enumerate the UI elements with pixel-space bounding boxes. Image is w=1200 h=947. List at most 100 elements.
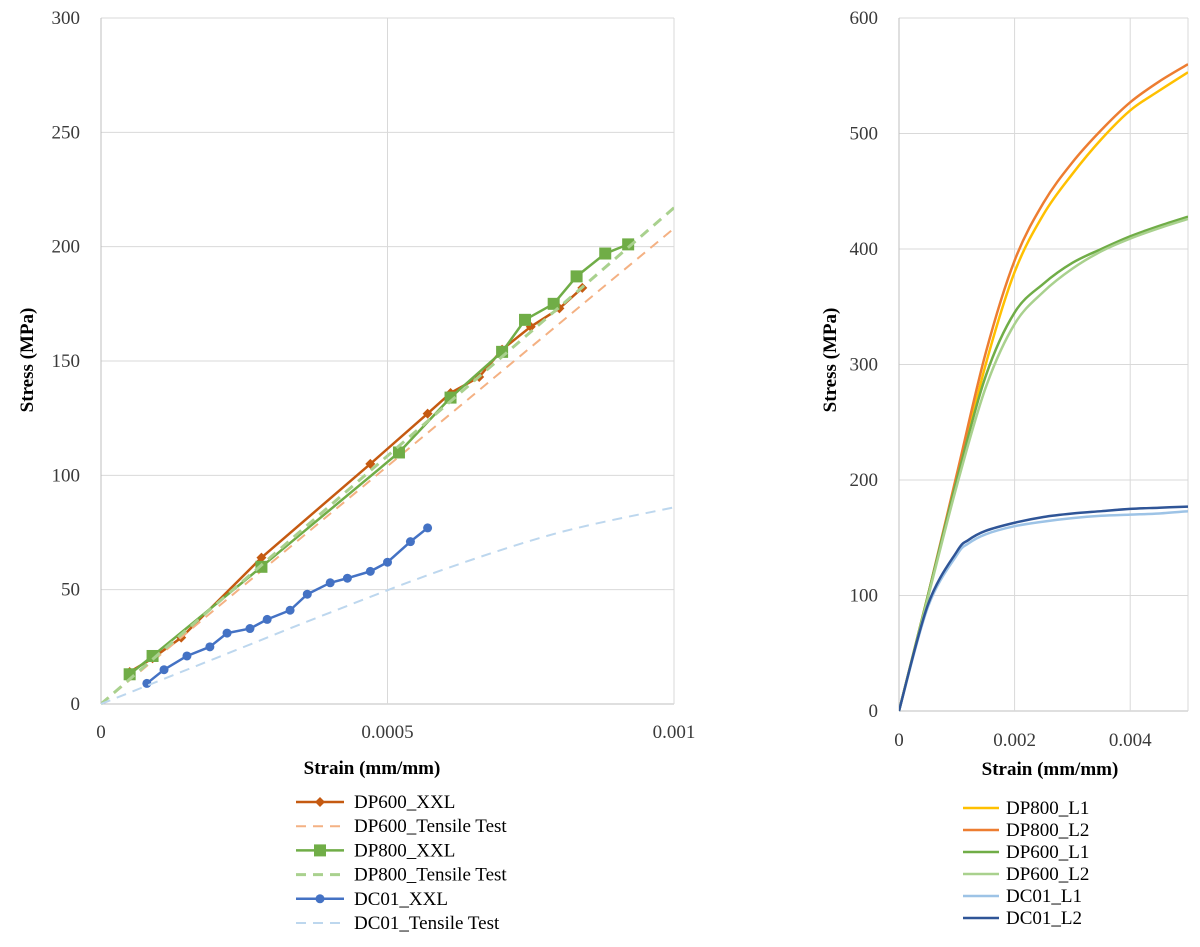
data-point-marker [222, 628, 232, 638]
legend-marker [314, 844, 326, 857]
y-tick-label: 50 [61, 580, 80, 601]
data-point-marker [302, 589, 312, 599]
series-line [101, 227, 674, 705]
y-tick-label: 300 [52, 8, 81, 29]
series-line [146, 526, 429, 685]
legend-entry: DP800_Tensile Test [296, 865, 507, 886]
series-line [101, 206, 674, 706]
legend-entry: DP800_L1 [963, 798, 1089, 819]
left-chart-series [101, 206, 674, 706]
series-line [899, 217, 1188, 712]
data-point-marker [365, 458, 376, 469]
left-chart-gridlines [100, 17, 675, 705]
series-line [899, 71, 1188, 712]
data-point-marker [599, 247, 612, 260]
legend-label: DC01_L2 [1006, 908, 1082, 929]
data-point-marker [262, 614, 272, 624]
y-tick-label: 200 [850, 470, 879, 491]
data-point-marker [123, 668, 136, 681]
right-chart-y-axis-title: Stress (MPa) [820, 308, 841, 413]
legend-entry: DP600_Tensile Test [296, 816, 507, 837]
y-tick-label: 200 [52, 237, 81, 258]
series-dp800-l2 [899, 63, 1188, 712]
data-point-marker [182, 651, 192, 661]
series-line [899, 509, 1188, 712]
data-point-marker [570, 270, 583, 283]
series-dp800-xxl [123, 238, 635, 681]
legend-label: DP600_L1 [1006, 842, 1089, 863]
legend-entry: DP600_L2 [963, 864, 1089, 885]
x-tick-label: 0.0005 [361, 722, 413, 743]
legend-entry: DC01_Tensile Test [296, 913, 500, 934]
legend-entry: DP600_XXL [296, 792, 455, 813]
legend-label: DP800_Tensile Test [354, 865, 507, 886]
right-chart-gridlines [898, 17, 1189, 712]
left-chart-x-axis-title: Strain (mm/mm) [304, 758, 441, 779]
data-point-marker [146, 649, 159, 662]
data-point-marker [622, 238, 635, 251]
x-tick-label: 0 [894, 730, 904, 751]
y-tick-label: 500 [850, 124, 879, 145]
y-tick-label: 100 [850, 586, 879, 607]
data-point-marker [159, 665, 169, 675]
right-chart-x-axis-title: Strain (mm/mm) [982, 759, 1119, 780]
data-point-marker [547, 297, 560, 310]
right-chart-legend: DP800_L1DP800_L2DP600_L1DP600_L2DC01_L1D… [963, 798, 1089, 929]
series-dp800-l1 [899, 71, 1188, 712]
series-dc01-l1 [899, 509, 1188, 712]
series-line [899, 505, 1188, 712]
data-point-marker [392, 446, 405, 459]
data-point-marker [256, 552, 267, 563]
data-point-marker [342, 573, 352, 583]
y-tick-label: 300 [850, 355, 879, 376]
legend-entry: DC01_L1 [963, 886, 1082, 907]
x-tick-label: 0 [96, 722, 106, 743]
series-dc01-l2 [899, 505, 1188, 712]
right-chart-series [899, 63, 1188, 712]
series-line [129, 286, 584, 674]
y-tick-label: 150 [52, 351, 81, 372]
series-dp800-tensile-test [101, 206, 674, 706]
data-point-marker [383, 557, 392, 567]
legend-label: DC01_XXL [354, 889, 448, 910]
left-chart-tick-labels: 0 50 100 150 200 250 300 0 0.0005 0.001 [52, 8, 696, 743]
data-point-marker [519, 313, 532, 326]
y-tick-label: 100 [52, 465, 81, 486]
legend-entry: DP600_L1 [963, 842, 1089, 863]
legend-entry: DC01_XXL [296, 889, 448, 910]
legend-label: DC01_L1 [1006, 886, 1082, 907]
data-point-marker [405, 537, 415, 547]
right-chart-tick-labels: 0 100 200 300 400 500 600 0 0.002 0.004 [850, 8, 1153, 751]
right-chart: 0 100 200 300 400 500 600 0 0.002 0.004 Strain (m… [820, 8, 1189, 929]
left-chart-legend: DP600_XXL DP600_Tensile Test DP800_XXL DP80… [296, 792, 507, 934]
legend-label: DP600_L2 [1006, 864, 1089, 885]
left-chart-y-axis-title: Stress (MPa) [17, 308, 38, 413]
legend-marker [315, 797, 325, 807]
legend-label: DC01_Tensile Test [354, 913, 500, 934]
legend-label: DP600_Tensile Test [354, 816, 507, 837]
series-dc01-tensile-test [101, 506, 674, 705]
series-dp600-l2 [899, 217, 1188, 712]
y-tick-label: 0 [71, 694, 81, 715]
series-line [899, 63, 1188, 712]
legend-label: DP800_XXL [354, 840, 455, 861]
data-point-marker [423, 523, 433, 533]
y-tick-label: 400 [850, 239, 879, 260]
x-tick-label: 0.004 [1109, 730, 1152, 751]
series-dc01-xxl [142, 523, 433, 688]
data-point-marker [422, 408, 433, 419]
data-point-marker [245, 624, 255, 634]
data-point-marker [365, 566, 375, 576]
legend-marker [315, 894, 325, 904]
data-point-marker [205, 642, 215, 652]
y-tick-label: 250 [52, 122, 81, 143]
series-dp600-tensile-test [101, 227, 674, 705]
legend-entry: DC01_L2 [963, 908, 1082, 929]
y-tick-label: 0 [869, 701, 879, 722]
data-point-marker [325, 578, 335, 588]
legend-label: DP600_XXL [354, 792, 455, 813]
legend-label: DP800_L2 [1006, 820, 1089, 841]
legend-label: DP800_L1 [1006, 798, 1089, 819]
legend-entry: DP800_L2 [963, 820, 1089, 841]
